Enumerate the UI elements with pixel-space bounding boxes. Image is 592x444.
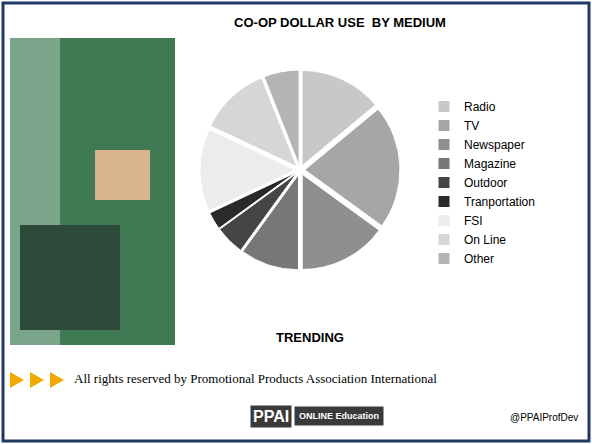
svg-text:On Line: On Line (464, 233, 506, 247)
svg-text:Outdoor: Outdoor (464, 176, 507, 190)
svg-text:Newspaper: Newspaper (464, 138, 525, 152)
svg-text:Tranportation: Tranportation (464, 195, 535, 209)
svg-text:TRENDING: TRENDING (276, 330, 344, 345)
svg-text:ONLINE Education: ONLINE Education (299, 411, 379, 421)
svg-text:CO-OP DOLLAR USE BY MEDIUM: CO-OP DOLLAR USE BY MEDIUM (234, 15, 446, 30)
svg-text:Radio: Radio (464, 100, 496, 114)
svg-text:TV: TV (464, 119, 479, 133)
svg-text:Magazine: Magazine (464, 157, 516, 171)
svg-text:@PPAIProfDev: @PPAIProfDev (510, 412, 578, 423)
svg-text:Other: Other (464, 252, 494, 266)
svg-text:All rights reserved by Promoti: All rights reserved by Promotional Produ… (74, 371, 437, 386)
svg-text:FSI: FSI (464, 214, 483, 228)
svg-text:PPAI: PPAI (253, 408, 289, 425)
